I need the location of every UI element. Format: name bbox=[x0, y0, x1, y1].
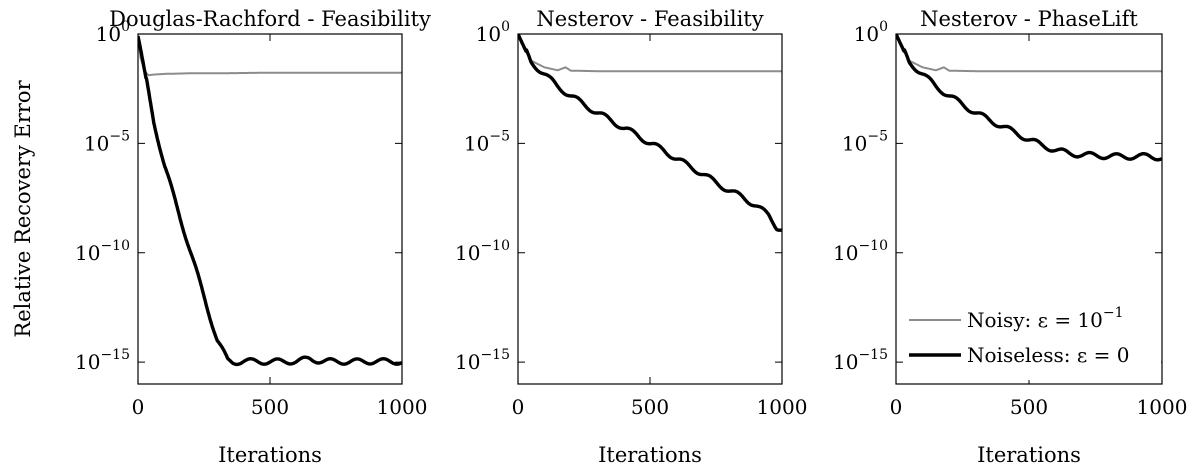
y-tick-label: 10−15 bbox=[75, 347, 130, 374]
legend-label-noiseless: Noiseless: ε = 0 bbox=[967, 343, 1129, 367]
series-line-noisy bbox=[896, 34, 1162, 73]
x-axis-label: Iterations bbox=[218, 443, 322, 467]
chart-title: Douglas-Rachford - Feasibility bbox=[109, 7, 431, 31]
y-tick-label: 100 bbox=[854, 19, 888, 46]
chart-title: Nesterov - PhaseLift bbox=[920, 7, 1138, 31]
y-tick-label: 10−5 bbox=[84, 128, 130, 155]
series-line-noiseless bbox=[518, 34, 782, 232]
y-tick-label: 10−5 bbox=[464, 128, 510, 155]
x-tick-label: 0 bbox=[132, 395, 145, 419]
y-tick-label: 10−10 bbox=[455, 238, 510, 265]
series-line-noisy bbox=[518, 34, 782, 73]
series-line-noiseless bbox=[138, 35, 402, 367]
x-tick-label: 0 bbox=[512, 395, 525, 419]
y-axis-label: Relative Recovery Error bbox=[11, 79, 35, 337]
series-line-noisy bbox=[138, 40, 402, 77]
chart-panel-2: Nesterov - Feasibility 100 10−5 10−10 10−150… bbox=[455, 7, 807, 467]
y-tick-label: 10−10 bbox=[75, 238, 130, 265]
x-tick-label: 1000 bbox=[1137, 395, 1188, 419]
chart-title: Nesterov - Feasibility bbox=[536, 7, 763, 31]
x-tick-label: 1000 bbox=[377, 395, 428, 419]
x-tick-label: 0 bbox=[890, 395, 903, 419]
legend: Noisy: ε = 10−1 Noiseless: ε = 0 bbox=[903, 292, 1161, 380]
chart-panel-3: Nesterov - PhaseLift 100 10−5 10−10 10−150 50… bbox=[833, 7, 1187, 467]
y-tick-label: 100 bbox=[96, 19, 130, 46]
x-tick-label: 500 bbox=[631, 395, 669, 419]
x-tick-label: 500 bbox=[251, 395, 289, 419]
y-tick-label: 10−10 bbox=[833, 238, 888, 265]
y-tick-label: 100 bbox=[476, 19, 510, 46]
x-tick-label: 500 bbox=[1010, 395, 1048, 419]
y-tick-label: 10−15 bbox=[455, 347, 510, 374]
series-line-noiseless bbox=[896, 34, 1162, 162]
x-axis-label: Iterations bbox=[598, 443, 702, 467]
x-axis-label: Iterations bbox=[977, 443, 1081, 467]
legend-label-noisy: Noisy: ε = 10−1 bbox=[967, 305, 1124, 332]
y-tick-label: 10−15 bbox=[833, 347, 888, 374]
x-tick-label: 1000 bbox=[757, 395, 808, 419]
y-tick-label: 10−5 bbox=[842, 128, 888, 155]
legend-box bbox=[903, 292, 1161, 380]
